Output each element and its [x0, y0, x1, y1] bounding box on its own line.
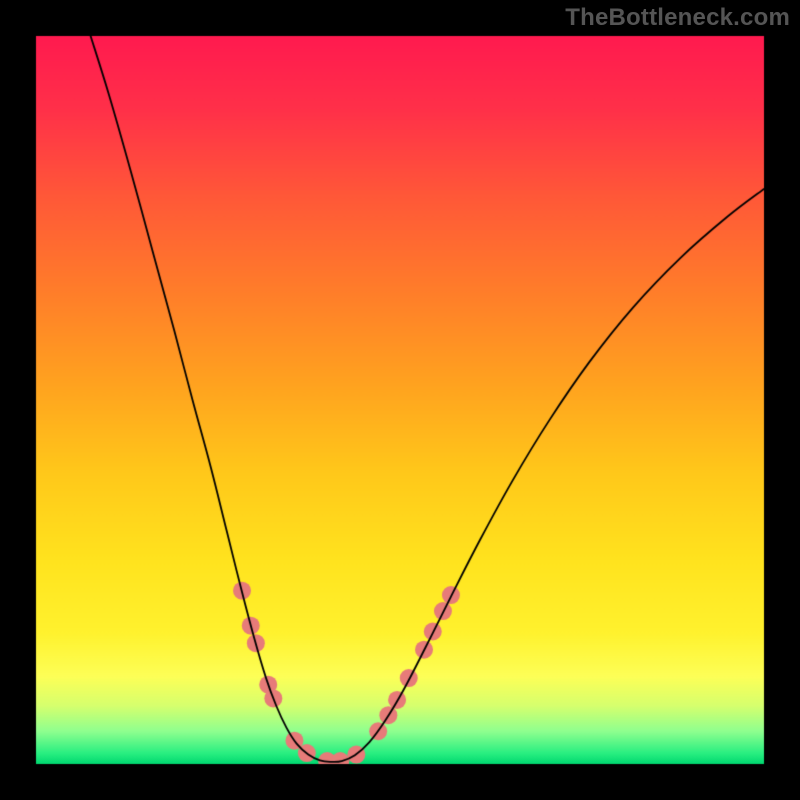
watermark-text: TheBottleneck.com — [565, 4, 790, 32]
bottleneck-curve-chart — [0, 0, 800, 800]
